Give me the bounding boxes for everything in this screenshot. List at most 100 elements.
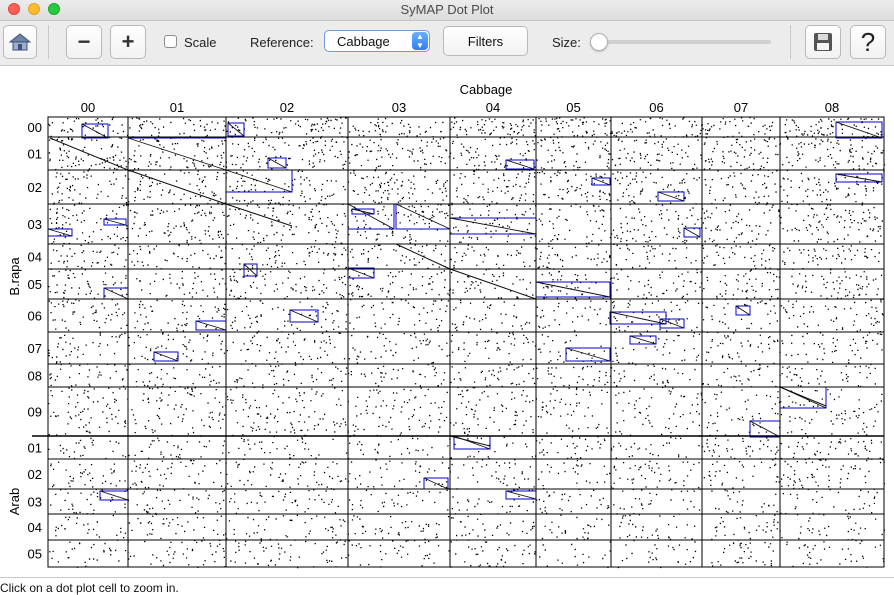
scale-label: Scale xyxy=(184,35,217,50)
synteny-diagonal xyxy=(395,203,451,230)
synteny-block[interactable] xyxy=(629,335,657,345)
synteny-block[interactable] xyxy=(505,159,535,170)
synteny-diagonal xyxy=(735,305,751,316)
synteny-diagonal xyxy=(659,318,685,329)
filters-button-label: Filters xyxy=(467,33,504,49)
filters-button[interactable]: Filters xyxy=(443,26,528,56)
synteny-block[interactable] xyxy=(351,208,375,215)
y-chromosome-label: 04 xyxy=(28,520,42,535)
synteny-diagonal xyxy=(609,311,667,325)
synteny-diagonal xyxy=(591,177,611,186)
synteny-block[interactable] xyxy=(153,351,179,362)
synteny-block[interactable] xyxy=(243,263,258,277)
toolbar: − + Scale Reference: Cabbage ▲ ▼ Filters … xyxy=(0,21,894,66)
y-chromosome-label: 02 xyxy=(28,467,42,482)
zoom-out-button[interactable]: − xyxy=(66,25,102,59)
size-slider-track[interactable] xyxy=(596,40,771,44)
y-chromosome-label: 07 xyxy=(28,341,42,356)
synteny-diagonal xyxy=(749,420,781,438)
save-icon xyxy=(814,33,832,51)
dot-plot-area[interactable]: Cabbage 00 01 02 03 04 05 06 07 08 00 01 02 03 04 05 06 0… xyxy=(0,66,894,576)
title-bar: SyMAP Dot Plot xyxy=(0,0,894,21)
alignment-diagonal xyxy=(49,137,129,171)
synteny-block[interactable] xyxy=(659,318,685,329)
x-chromosome-label: 07 xyxy=(734,100,748,115)
help-button[interactable]: ? xyxy=(850,25,886,59)
synteny-diagonal xyxy=(99,490,129,501)
alignment-diagonal xyxy=(779,386,827,407)
home-button[interactable] xyxy=(3,25,37,59)
synteny-block[interactable] xyxy=(289,309,319,323)
size-slider-knob[interactable] xyxy=(590,33,608,51)
dot-plot-svg[interactable]: Cabbage 00 01 02 03 04 05 06 07 08 00 01 02 03 04 05 06 0… xyxy=(0,66,894,576)
y-chromosome-label: 08 xyxy=(28,369,42,384)
synteny-diagonal xyxy=(103,218,127,226)
synteny-diagonal xyxy=(835,121,883,139)
y-chromosome-label: 01 xyxy=(28,441,42,456)
synteny-diagonal xyxy=(289,309,319,323)
x-chromosome-label: 02 xyxy=(280,100,294,115)
synteny-block[interactable] xyxy=(565,347,611,362)
synteny-diagonal xyxy=(351,208,375,215)
synteny-block[interactable] xyxy=(835,173,883,183)
plot-background xyxy=(48,117,884,567)
synteny-diagonal xyxy=(227,122,245,137)
reference-select[interactable]: Cabbage ▲ ▼ xyxy=(324,30,430,52)
synteny-diagonal xyxy=(835,173,883,183)
y-chromosome-label: 06 xyxy=(28,309,42,324)
reference-label: Reference: xyxy=(250,35,314,50)
synteny-diagonal xyxy=(565,347,611,362)
synteny-diagonal xyxy=(629,335,657,345)
home-icon xyxy=(9,33,31,51)
synteny-block[interactable] xyxy=(835,121,883,139)
synteny-block[interactable] xyxy=(683,227,701,238)
y-chromosome-label: 05 xyxy=(28,547,42,562)
x-chromosome-label: 03 xyxy=(392,100,406,115)
x-chromosome-label: 04 xyxy=(486,100,500,115)
y-chromosome-label: 03 xyxy=(28,217,42,232)
synteny-diagonal xyxy=(195,320,227,331)
synteny-block[interactable] xyxy=(657,191,685,202)
alignment-diagonal xyxy=(395,243,451,270)
reference-value: Cabbage xyxy=(337,34,390,49)
select-arrows-icon: ▲ ▼ xyxy=(412,32,428,50)
synteny-block[interactable] xyxy=(735,305,751,316)
y-chromosome-label: 00 xyxy=(28,120,42,135)
y-chromosome-label: 03 xyxy=(28,495,42,510)
plus-icon: + xyxy=(121,29,135,54)
synteny-diagonal xyxy=(127,137,227,171)
maximize-window-button[interactable] xyxy=(48,3,60,15)
synteny-diagonal xyxy=(47,228,73,237)
window-title: SyMAP Dot Plot xyxy=(400,2,494,17)
synteny-block[interactable] xyxy=(227,122,245,137)
minimize-window-button[interactable] xyxy=(28,3,40,15)
synteny-diagonal xyxy=(505,490,537,500)
minus-icon: − xyxy=(77,29,91,54)
synteny-block[interactable] xyxy=(103,218,127,226)
alignment-diagonal xyxy=(449,268,537,300)
synteny-diagonal xyxy=(535,281,611,298)
synteny-block[interactable] xyxy=(609,311,667,325)
y-chromosome-label: 04 xyxy=(28,250,42,265)
synteny-diagonal xyxy=(267,157,287,169)
toolbar-separator xyxy=(48,25,49,59)
y-chromosome-label: 09 xyxy=(28,405,42,420)
synteny-diagonal xyxy=(505,159,535,170)
alignment-diagonal xyxy=(449,435,491,447)
synteny-block[interactable] xyxy=(81,123,109,139)
zoom-in-button[interactable]: + xyxy=(110,25,146,59)
synteny-diagonal xyxy=(153,351,179,362)
synteny-block[interactable] xyxy=(267,157,287,169)
close-window-button[interactable] xyxy=(8,3,20,15)
scale-checkbox[interactable] xyxy=(164,35,177,48)
help-icon: ? xyxy=(860,27,876,57)
synteny-diagonal xyxy=(449,217,537,235)
x-chromosome-label: 06 xyxy=(649,100,663,115)
synteny-diagonal xyxy=(81,123,109,139)
status-message: Click on a dot plot cell to zoom in. xyxy=(0,581,179,595)
save-button[interactable] xyxy=(805,25,841,59)
y-group-title: B.rapa xyxy=(7,257,22,296)
x-chromosome-label: 01 xyxy=(170,100,184,115)
synteny-block[interactable] xyxy=(591,177,611,186)
y-chromosome-label: 01 xyxy=(28,147,42,162)
